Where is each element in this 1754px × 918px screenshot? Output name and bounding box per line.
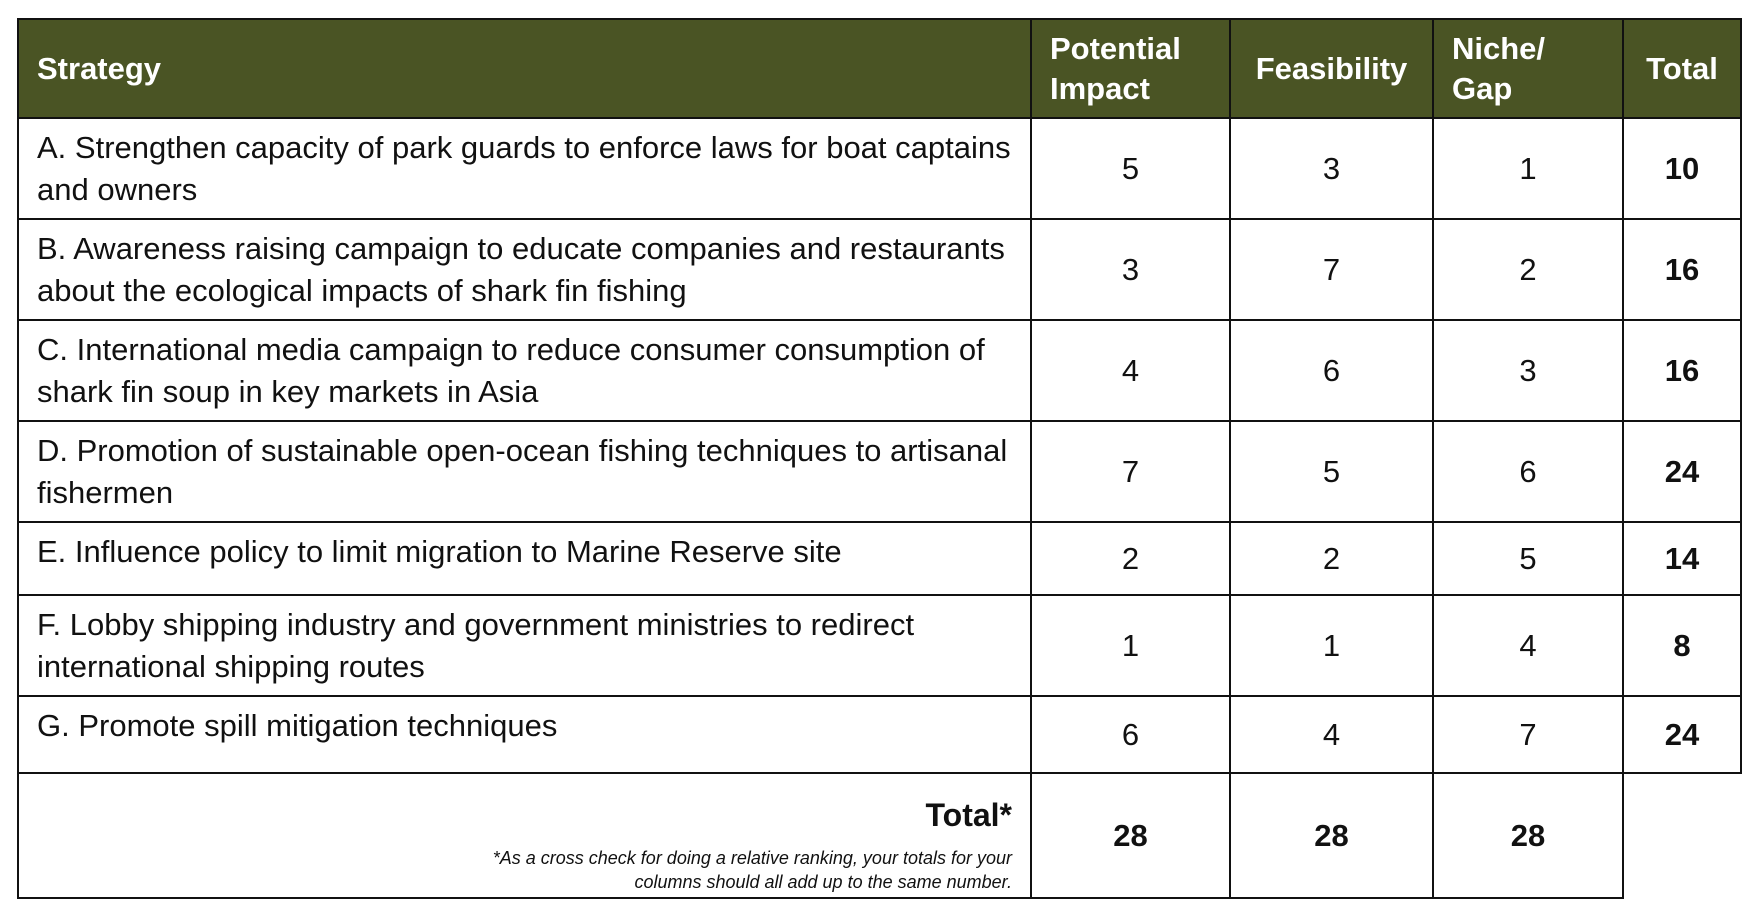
score-cell: 3 <box>1229 117 1434 220</box>
score-cell: 7 <box>1432 695 1624 774</box>
total-cell: 8 <box>1622 594 1742 697</box>
total-cell: 10 <box>1622 117 1742 220</box>
totals-row: Total* *As a cross check for doing a rela… <box>17 772 1741 899</box>
strategy-cell: B. Awareness raising campaign to educate… <box>17 218 1032 321</box>
empty-cell <box>1622 772 1741 898</box>
table-row: B. Awareness raising campaign to educate… <box>17 218 1742 321</box>
score-cell: 2 <box>1030 521 1231 596</box>
total-cell: 16 <box>1622 218 1742 321</box>
header-cell: Potential Impact <box>1030 18 1231 119</box>
totals-note: *As a cross check for doing a relative r… <box>492 848 1012 892</box>
score-cell: 1 <box>1229 594 1434 697</box>
table-row: F. Lobby shipping industry and governmen… <box>17 594 1742 697</box>
score-cell: 3 <box>1432 319 1624 422</box>
score-cell: 4 <box>1229 695 1434 774</box>
strategy-cell: E. Influence policy to limit migration t… <box>17 521 1032 596</box>
table-body: A. Strengthen capacity of park guards to… <box>17 117 1742 899</box>
column-total: 28 <box>1229 772 1434 899</box>
totals-label: Total* <box>925 797 1012 833</box>
score-cell: 6 <box>1432 420 1624 523</box>
strategy-cell: D. Promotion of sustainable open-ocean f… <box>17 420 1032 523</box>
strategy-cell: G. Promote spill mitigation techniques <box>17 695 1032 774</box>
table-row: A. Strengthen capacity of park guards to… <box>17 117 1742 220</box>
strategy-table: Strategy Potential Impact Feasibility Nic… <box>17 18 1742 899</box>
score-cell: 2 <box>1229 521 1434 596</box>
column-total: 28 <box>1030 772 1231 899</box>
totals-label-cell: Total* *As a cross check for doing a rela… <box>17 772 1032 899</box>
score-cell: 5 <box>1030 117 1231 220</box>
score-cell: 4 <box>1432 594 1624 697</box>
table-row: E. Influence policy to limit migration t… <box>17 521 1742 596</box>
table-row: C. International media campaign to reduc… <box>17 319 1742 422</box>
total-cell: 16 <box>1622 319 1742 422</box>
header-row: Strategy Potential Impact Feasibility Nic… <box>17 18 1742 119</box>
total-cell: 24 <box>1622 420 1742 523</box>
header-cell: Feasibility <box>1229 18 1434 119</box>
score-cell: 5 <box>1229 420 1434 523</box>
score-cell: 3 <box>1030 218 1231 321</box>
header-cell: Total <box>1622 18 1742 119</box>
score-cell: 2 <box>1432 218 1624 321</box>
score-cell: 1 <box>1030 594 1231 697</box>
score-cell: 1 <box>1432 117 1624 220</box>
score-cell: 6 <box>1229 319 1434 422</box>
table-row: D. Promotion of sustainable open-ocean f… <box>17 420 1742 523</box>
strategy-cell: F. Lobby shipping industry and governmen… <box>17 594 1032 697</box>
total-cell: 14 <box>1622 521 1742 596</box>
strategy-cell: C. International media campaign to reduc… <box>17 319 1032 422</box>
total-cell: 24 <box>1622 695 1742 774</box>
score-cell: 7 <box>1030 420 1231 523</box>
header-cell: Niche/Gap <box>1432 18 1624 119</box>
score-cell: 7 <box>1229 218 1434 321</box>
score-cell: 4 <box>1030 319 1231 422</box>
column-total: 28 <box>1432 772 1624 899</box>
table-row: G. Promote spill mitigation techniques 6 4… <box>17 695 1742 774</box>
score-cell: 5 <box>1432 521 1624 596</box>
header-cell: Strategy <box>17 18 1032 119</box>
strategy-cell: A. Strengthen capacity of park guards to… <box>17 117 1032 220</box>
score-cell: 6 <box>1030 695 1231 774</box>
